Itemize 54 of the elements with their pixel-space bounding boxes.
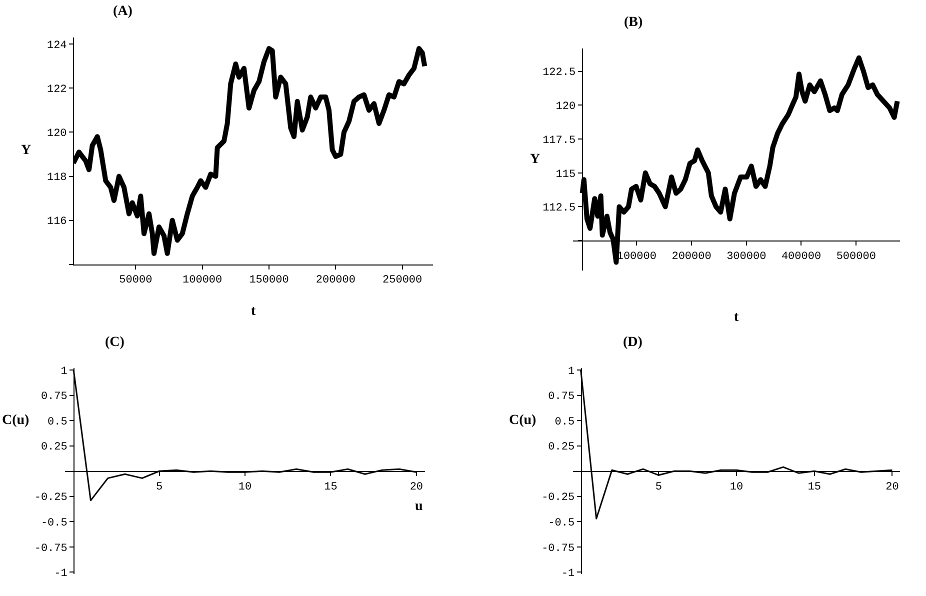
y-tick-label: -0.5 [40,518,68,530]
x-tick-label: 10 [730,481,744,494]
y-tick-label: -0.75 [34,542,68,555]
x-tick-label: 200000 [672,250,712,263]
y-tick-label: -0.5 [548,518,575,530]
x-tick-label: 150000 [249,274,289,287]
y-tick-label: 118 [46,172,67,184]
x-tick-label: 20 [886,481,899,494]
x-tick-label: 200000 [316,274,356,287]
y-tick-label: -0.25 [34,492,68,504]
y-tick-label: 1 [568,366,575,378]
y-tick-label: 0.5 [554,416,575,428]
y-tick-label: 120 [46,128,67,140]
y-tick-label: -1 [54,568,68,580]
x-tick-label: 15 [808,481,821,494]
chart-title: (A) [113,4,133,19]
y-axis-title: Y [530,152,540,167]
y-axis-title: Y [21,143,32,158]
x-tick-label: 50000 [119,274,152,287]
y-tick-label: 122 [46,84,67,96]
x-tick-label: 20 [410,481,424,494]
y-tick-label: 1 [60,366,68,378]
x-tick-label: 250000 [382,274,422,287]
y-axis-title: C(u) [509,413,537,428]
x-tick-label: 15 [324,481,338,494]
y-tick-label: -0.75 [542,542,575,555]
y-tick-label: -0.25 [542,492,575,504]
y-tick-label: 124 [46,40,68,52]
y-tick-label: 0.5 [48,416,68,428]
y-tick-label: -1 [561,568,575,580]
x-tick-label: 400000 [781,250,822,263]
y-tick-label: 112.5 [542,202,576,215]
y-axis-title: C(u) [2,413,30,428]
y-tick-label: 0.25 [548,442,575,454]
x-tick-label: 5 [156,481,163,494]
x-axis-title: t [734,310,739,325]
y-tick-label: 0.75 [40,391,68,404]
x-axis-title: u [415,499,423,514]
y-tick-label: 117.5 [542,134,576,147]
y-tick-label: 115 [556,168,576,181]
y-tick-label: 0.75 [548,391,575,404]
y-tick-label: 122.5 [542,67,576,80]
x-axis-title: t [251,304,256,319]
x-tick-label: 300000 [726,250,766,263]
chart-title: (D) [623,335,643,350]
x-tick-label: 5 [655,481,662,494]
chart-title: (C) [105,335,125,350]
chart-title: (B) [624,15,643,30]
y-tick-label: 0.25 [40,442,68,454]
x-tick-label: 100000 [182,274,222,287]
y-tick-label: 120 [556,101,576,114]
y-tick-label: 116 [46,216,67,228]
x-tick-label: 10 [238,481,252,494]
x-tick-label: 500000 [836,250,876,263]
